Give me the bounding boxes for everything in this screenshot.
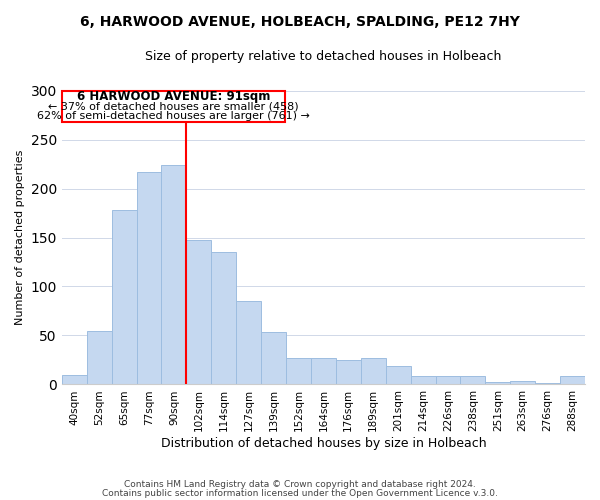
Bar xyxy=(485,382,510,384)
Bar xyxy=(436,376,460,384)
Bar xyxy=(286,358,311,384)
Bar xyxy=(261,332,286,384)
Bar xyxy=(161,165,187,384)
Title: Size of property relative to detached houses in Holbeach: Size of property relative to detached ho… xyxy=(145,50,502,63)
Bar xyxy=(211,252,236,384)
Bar xyxy=(112,210,137,384)
Text: 62% of semi-detached houses are larger (761) →: 62% of semi-detached houses are larger (… xyxy=(37,112,310,122)
Bar xyxy=(410,376,436,384)
Bar xyxy=(62,374,87,384)
Bar xyxy=(336,360,361,384)
Text: Contains public sector information licensed under the Open Government Licence v.: Contains public sector information licen… xyxy=(102,488,498,498)
X-axis label: Distribution of detached houses by size in Holbeach: Distribution of detached houses by size … xyxy=(161,437,486,450)
Bar xyxy=(510,380,535,384)
Text: Contains HM Land Registry data © Crown copyright and database right 2024.: Contains HM Land Registry data © Crown c… xyxy=(124,480,476,489)
Bar xyxy=(311,358,336,384)
Text: 6 HARWOOD AVENUE: 91sqm: 6 HARWOOD AVENUE: 91sqm xyxy=(77,90,270,104)
Bar xyxy=(386,366,410,384)
Y-axis label: Number of detached properties: Number of detached properties xyxy=(15,150,25,325)
Bar xyxy=(236,301,261,384)
FancyBboxPatch shape xyxy=(62,90,285,122)
Text: ← 37% of detached houses are smaller (458): ← 37% of detached houses are smaller (45… xyxy=(48,101,299,111)
Bar xyxy=(187,240,211,384)
Bar xyxy=(137,172,161,384)
Bar xyxy=(460,376,485,384)
Bar xyxy=(560,376,585,384)
Text: 6, HARWOOD AVENUE, HOLBEACH, SPALDING, PE12 7HY: 6, HARWOOD AVENUE, HOLBEACH, SPALDING, P… xyxy=(80,15,520,29)
Bar xyxy=(87,330,112,384)
Bar xyxy=(361,358,386,384)
